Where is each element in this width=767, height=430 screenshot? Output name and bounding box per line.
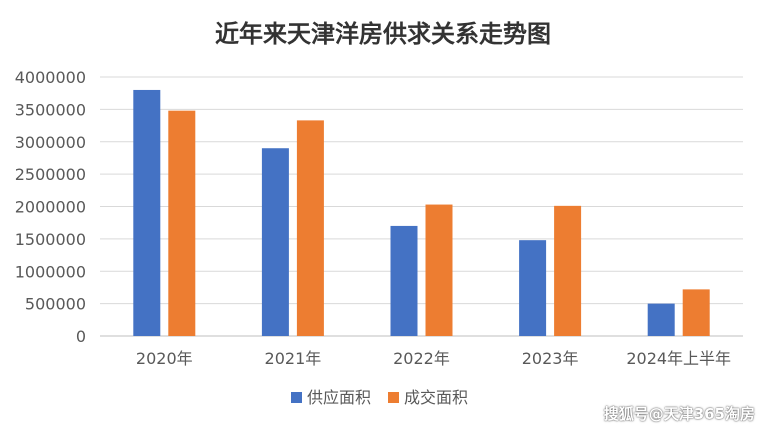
- legend-label: 供应面积: [307, 388, 371, 407]
- y-tick-label: 1500000: [15, 230, 86, 249]
- bar-transaction: [425, 204, 453, 336]
- legend-swatch: [388, 392, 399, 403]
- y-tick-label: 4000000: [15, 68, 86, 87]
- x-tick-label: 2020年: [136, 349, 193, 368]
- bar-transaction: [554, 205, 582, 336]
- y-tick-label: 0: [76, 327, 86, 346]
- bar-supply: [261, 148, 289, 336]
- x-axis-ticks: 2020年 2021年 2022年 2023年 2024年上半年: [136, 349, 731, 368]
- x-tick-label: 2023年: [522, 349, 579, 368]
- bars: [133, 89, 710, 336]
- bar-transaction: [682, 289, 710, 336]
- bar-supply: [647, 303, 675, 336]
- bar-supply: [133, 89, 161, 336]
- bar-supply: [519, 240, 547, 336]
- bar-supply: [390, 225, 418, 336]
- x-tick-label: 2022年: [393, 349, 450, 368]
- y-axis-ticks: 0 500000 1000000 1500000 2000000 2500000 30000…: [15, 68, 86, 346]
- y-tick-label: 2000000: [15, 198, 86, 217]
- x-tick-label: 2024年上半年: [626, 349, 731, 368]
- watermark: 搜狐号@天津365淘房: [603, 405, 755, 423]
- chart-title: 近年来天津洋房供求关系走势图: [215, 20, 551, 48]
- legend-label: 成交面积: [404, 388, 468, 407]
- legend-swatch: [291, 392, 302, 403]
- y-tick-label: 2500000: [15, 165, 86, 184]
- bar-transaction: [168, 110, 196, 336]
- gridlines: [100, 76, 743, 337]
- bar-transaction: [296, 120, 324, 336]
- x-tick-label: 2021年: [265, 349, 322, 368]
- y-tick-label: 3000000: [15, 133, 86, 152]
- y-tick-label: 1000000: [15, 262, 86, 281]
- legend: 供应面积 成交面积: [291, 388, 468, 407]
- y-tick-label: 500000: [25, 295, 86, 314]
- y-tick-label: 3500000: [15, 100, 86, 119]
